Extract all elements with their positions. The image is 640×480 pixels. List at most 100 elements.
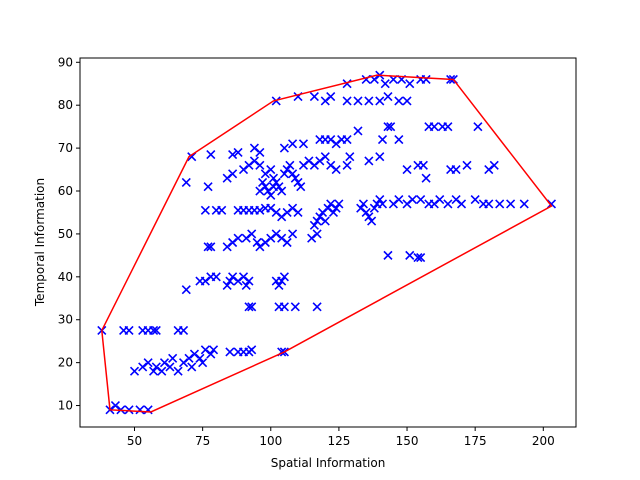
data-point [233,147,243,157]
data-point [247,345,257,355]
data-point [328,207,339,218]
data-point [484,199,494,209]
data-point [369,203,379,213]
data-point [506,199,516,209]
data-point [456,199,467,209]
data-point [129,366,140,376]
data-point [484,164,494,175]
data-point [489,160,499,170]
data-point [277,276,287,286]
data-point [168,353,178,363]
convex-hull [101,74,553,413]
data-point [165,362,175,372]
data-point [388,199,398,209]
data-point [331,203,341,213]
data-point [473,122,483,132]
data-point [228,149,238,160]
data-point [320,152,330,162]
data-point [402,199,412,209]
data-point [228,237,238,248]
data-point [298,160,309,170]
data-point [266,203,276,213]
y-tick-label: 60 [58,184,73,198]
data-point [413,252,423,263]
data-point [124,405,134,415]
data-point [546,199,557,209]
data-point [266,233,276,243]
data-point [345,152,355,162]
data-point [135,405,145,415]
data-point [189,349,200,359]
data-point [247,229,257,239]
data-point [241,280,251,290]
data-point [149,325,159,336]
data-point [296,182,306,192]
data-point [293,207,303,218]
data-point [255,160,265,170]
data-point [203,242,213,252]
data-point [187,362,197,372]
data-point [271,229,281,239]
data-point [206,349,216,359]
data-point [429,122,439,132]
x-axis-ticks: 50 75 100 125 150 175 200 [127,427,555,448]
data-point [233,233,243,243]
data-point [375,195,385,205]
x-tick-label: 50 [127,434,142,448]
data-point [282,207,292,218]
data-point [228,169,238,179]
data-point [149,366,159,376]
y-axis-ticks: 10 20 30 40 50 60 70 80 90 [58,55,80,413]
data-point [279,143,289,153]
data-point [244,160,254,170]
data-point [268,182,279,192]
data-point [263,186,273,196]
data-point [416,195,426,205]
data-point [451,195,461,205]
data-point [394,134,404,145]
data-point [184,353,194,363]
data-point [157,366,167,376]
data-point [288,139,298,149]
data-point [394,96,404,106]
data-point [334,199,344,209]
data-point [380,79,390,89]
data-point [225,347,235,357]
data-point [238,272,249,282]
data-point [203,182,213,192]
data-point [255,186,265,196]
data-point [361,207,371,218]
data-point [353,96,363,106]
data-point [421,173,431,183]
y-tick-label: 10 [58,399,73,413]
y-tick-label: 30 [58,313,73,327]
y-tick-label: 50 [58,227,73,241]
data-point [320,96,330,106]
data-point [124,325,134,336]
data-point [356,203,366,213]
data-point [266,190,276,200]
data-point [274,280,284,290]
data-point [206,242,216,252]
data-point [159,358,170,368]
y-tick-label: 80 [58,98,73,112]
data-point [260,237,270,248]
data-point [222,173,232,183]
data-point [247,302,257,312]
data-point [317,207,328,218]
data-point [405,250,415,260]
data-point [288,169,298,179]
data-point [282,164,292,175]
data-point [200,345,210,355]
x-tick-label: 75 [195,434,210,448]
data-point [181,177,191,187]
data-point [200,205,210,215]
x-tick-label: 150 [396,434,419,448]
data-point [279,272,289,282]
data-point [315,212,325,222]
data-point [279,302,289,312]
data-point [383,92,393,102]
data-point [268,173,279,183]
data-point [277,212,287,222]
data-point [233,276,243,286]
